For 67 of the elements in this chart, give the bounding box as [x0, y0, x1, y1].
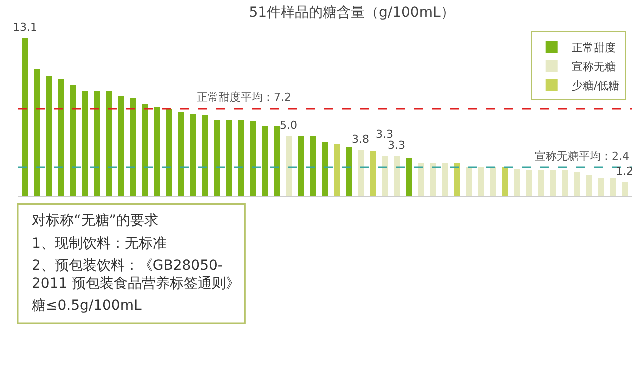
bar — [574, 172, 580, 196]
bar — [382, 156, 388, 196]
bar — [46, 76, 52, 196]
bar — [22, 38, 28, 196]
bar — [514, 169, 520, 196]
bar — [82, 92, 88, 196]
text: 13.1 — [13, 21, 38, 34]
bar — [370, 152, 376, 196]
bar — [454, 162, 460, 196]
bar — [322, 142, 328, 196]
bar — [562, 170, 568, 196]
bar — [226, 120, 232, 196]
bar — [538, 170, 544, 196]
bar — [202, 115, 208, 196]
bar — [550, 170, 556, 196]
bar — [238, 120, 244, 196]
bar — [346, 146, 352, 196]
legend-label: 正常甜度 — [572, 41, 616, 54]
text: 5.0 — [280, 119, 298, 132]
bar — [502, 168, 508, 196]
bar — [442, 162, 448, 196]
bar — [250, 122, 256, 196]
bar — [106, 92, 112, 196]
text: 2、预包装饮料：《GB28050-2011 预包装食品营养标签通则》 — [32, 258, 240, 292]
text: 3.3 — [388, 139, 406, 152]
bar — [406, 158, 412, 196]
bar — [526, 170, 532, 196]
bar — [286, 136, 292, 196]
bar — [190, 114, 196, 196]
bar — [358, 150, 364, 196]
chart-title: 51件样品的糖含量（g/100mL） — [249, 5, 455, 22]
bar — [130, 98, 136, 196]
bar — [178, 112, 184, 196]
text: 对标称“无糖”的要求 — [32, 213, 159, 229]
bar — [622, 182, 628, 196]
bar — [298, 136, 304, 196]
text: 糖≤0.5g/100mL — [32, 298, 142, 314]
bar — [58, 79, 64, 196]
bar — [334, 144, 340, 196]
bar — [34, 70, 40, 196]
bar — [214, 120, 220, 196]
bar — [262, 126, 268, 196]
bar — [94, 92, 100, 196]
text: 1、现制饮料：无标准 — [32, 236, 167, 252]
bar — [274, 126, 280, 196]
ref-line-label: 正常甜度平均：7.2 — [197, 91, 292, 104]
bar — [598, 178, 604, 196]
bar — [310, 136, 316, 196]
bar — [466, 168, 472, 196]
bar — [118, 96, 124, 196]
bar — [70, 85, 76, 196]
bar — [430, 162, 436, 196]
text: 1.2 — [616, 165, 634, 178]
ref-line-label: 宣称无糖平均：2.4 — [535, 150, 630, 163]
bar — [166, 109, 172, 196]
bar — [394, 156, 400, 196]
bar — [478, 168, 484, 196]
bar — [586, 175, 592, 196]
bar — [418, 162, 424, 196]
legend-label: 宣称无糖 — [572, 60, 616, 74]
bar — [610, 178, 616, 196]
text: 3.8 — [352, 133, 370, 146]
bar — [154, 107, 160, 196]
bar — [490, 168, 496, 196]
bar — [142, 104, 148, 196]
text: 3.3 — [376, 128, 394, 141]
legend-label: 少糖/低糖 — [572, 79, 620, 92]
